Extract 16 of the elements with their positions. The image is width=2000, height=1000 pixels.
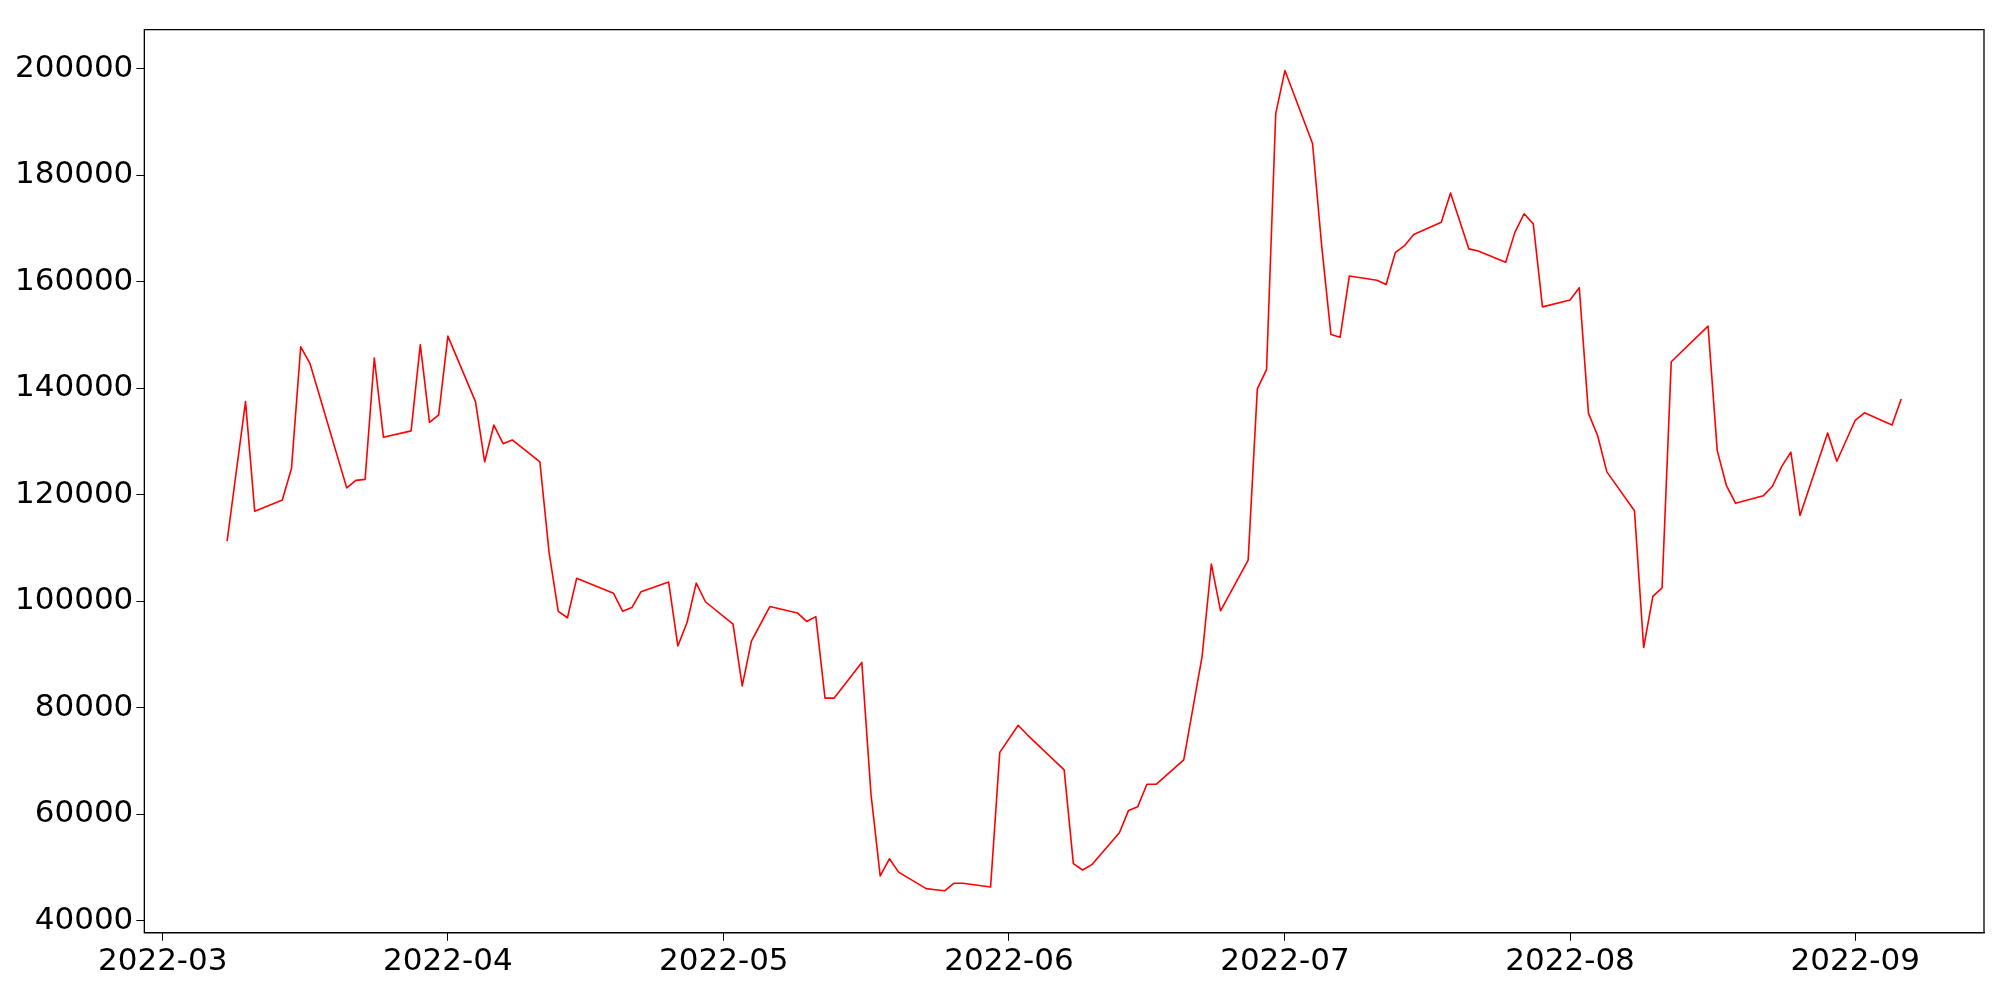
y-tick-label: 160000	[15, 260, 134, 297]
x-tick-label: 2022-07	[1220, 941, 1350, 978]
x-tick-label: 2022-08	[1505, 941, 1635, 978]
y-tick-label: 120000	[15, 473, 134, 510]
x-tick-label: 2022-09	[1790, 941, 1920, 978]
y-tick-label: 200000	[15, 48, 134, 85]
y-tick-label: 80000	[34, 686, 134, 723]
x-tick-label: 2022-06	[944, 941, 1074, 978]
y-tick-label: 140000	[15, 367, 134, 404]
x-tick-label: 2022-05	[659, 941, 789, 978]
y-tick-label: 180000	[15, 154, 134, 191]
x-tick-label: 2022-03	[97, 941, 228, 978]
y-tick-label: 100000	[15, 580, 134, 617]
y-tick-label: 40000	[34, 899, 134, 936]
x-tick-label: 2022-04	[383, 941, 513, 978]
y-tick-label: 60000	[34, 793, 134, 830]
